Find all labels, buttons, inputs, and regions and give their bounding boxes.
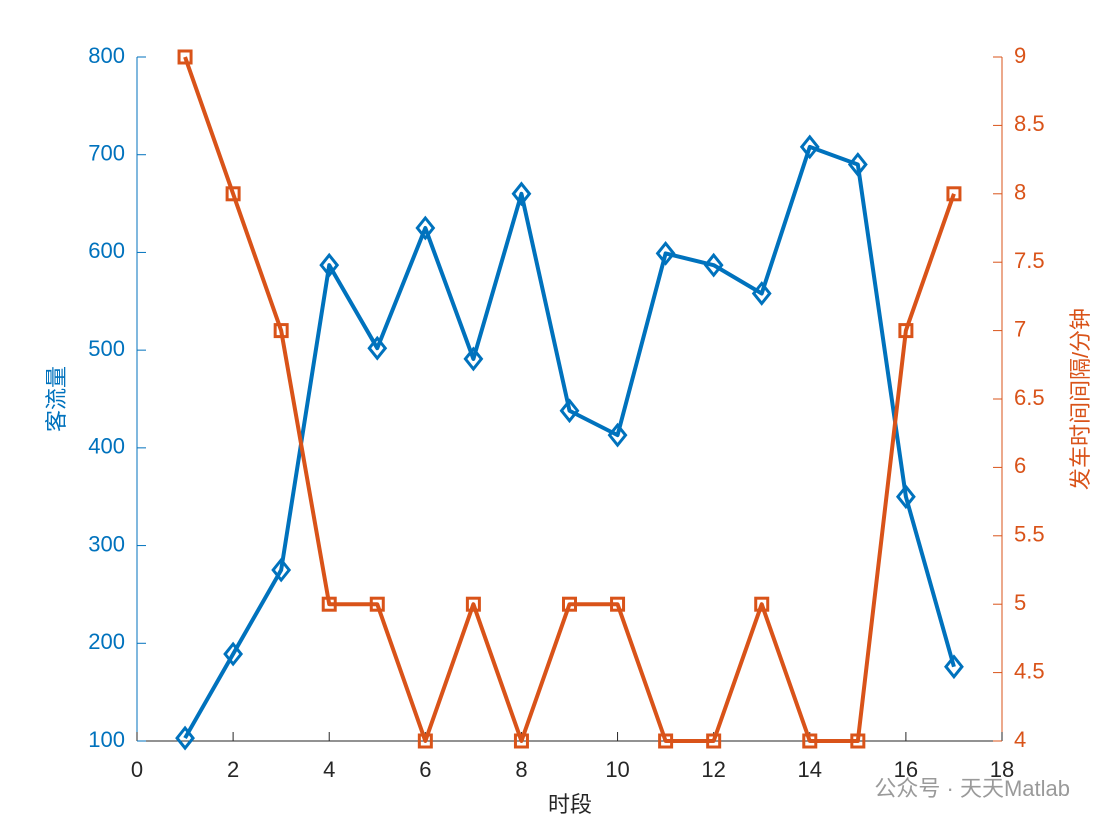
square-marker [369, 596, 385, 612]
square-marker [513, 733, 529, 749]
square-marker [706, 733, 722, 749]
diamond-marker [847, 152, 868, 177]
square-marker [610, 596, 626, 612]
diamond-marker [703, 252, 724, 278]
y2-tick-label: 5 [1014, 590, 1026, 615]
square-marker [850, 733, 866, 749]
x-tick-label: 2 [227, 757, 239, 782]
x-tick-label: 14 [798, 757, 822, 782]
y2-tick-label: 6 [1014, 453, 1026, 478]
square-marker [658, 733, 674, 749]
y-tick-label: 800 [88, 43, 125, 68]
y2-tick-label: 9 [1014, 43, 1026, 68]
diamond-marker [655, 241, 676, 266]
square-marker [465, 596, 481, 612]
series-line [183, 144, 956, 740]
y2-tick-label: 7.5 [1014, 248, 1045, 273]
diamond-marker [271, 557, 292, 583]
diamond-marker [607, 422, 628, 448]
square-marker [417, 733, 433, 749]
diamond-marker [895, 484, 916, 510]
square-marker [177, 49, 193, 65]
y-tick-label: 600 [88, 238, 125, 263]
diamond-marker [367, 335, 388, 361]
y2-tick-label: 8.5 [1014, 111, 1045, 136]
x-tick-label: 0 [131, 757, 143, 782]
y2-tick-label: 4.5 [1014, 658, 1045, 683]
diamond-marker [751, 281, 772, 306]
y2-tick-label: 4 [1014, 727, 1026, 752]
diamond-marker [223, 641, 244, 667]
watermark: 公众号 · 天天Matlab [874, 776, 1070, 801]
x-tick-label: 8 [515, 757, 527, 782]
diamond-marker [799, 134, 820, 160]
y-tick-label: 400 [88, 434, 125, 459]
x-axis-label: 时段 [548, 792, 592, 817]
y2-tick-label: 8 [1014, 180, 1026, 205]
y-tick-label: 700 [88, 141, 125, 166]
diamond-marker [415, 215, 436, 241]
square-marker [225, 186, 241, 202]
y-tick-label: 200 [88, 629, 125, 654]
square-marker [946, 186, 962, 202]
square-marker [562, 596, 577, 612]
x-tick-label: 16 [894, 757, 918, 782]
x-tick-label: 12 [701, 757, 725, 782]
y2-tick-label: 7 [1014, 316, 1026, 341]
diamond-marker [175, 725, 195, 751]
diamond-marker [319, 252, 340, 278]
y-tick-label: 100 [88, 727, 125, 752]
diamond-marker [944, 654, 964, 680]
y-tick-label: 300 [88, 531, 125, 556]
square-marker [802, 733, 818, 749]
diamond-marker [511, 181, 532, 207]
x-tick-label: 18 [990, 757, 1014, 782]
square-marker [898, 323, 914, 339]
y-axis-label: 客流量 [44, 366, 69, 432]
square-marker [273, 323, 289, 339]
y2-tick-label: 5.5 [1014, 522, 1045, 547]
y2-axis-label: 发车时间间隔/分钟 [1068, 308, 1093, 490]
x-tick-label: 6 [419, 757, 431, 782]
y-tick-label: 500 [88, 336, 125, 361]
square-marker [754, 596, 770, 612]
x-tick-label: 10 [605, 757, 629, 782]
diamond-marker [559, 398, 580, 424]
square-marker [321, 596, 337, 612]
y2-tick-label: 6.5 [1014, 385, 1045, 410]
x-tick-label: 4 [323, 757, 335, 782]
diamond-marker [463, 346, 484, 372]
series-line [183, 56, 956, 743]
